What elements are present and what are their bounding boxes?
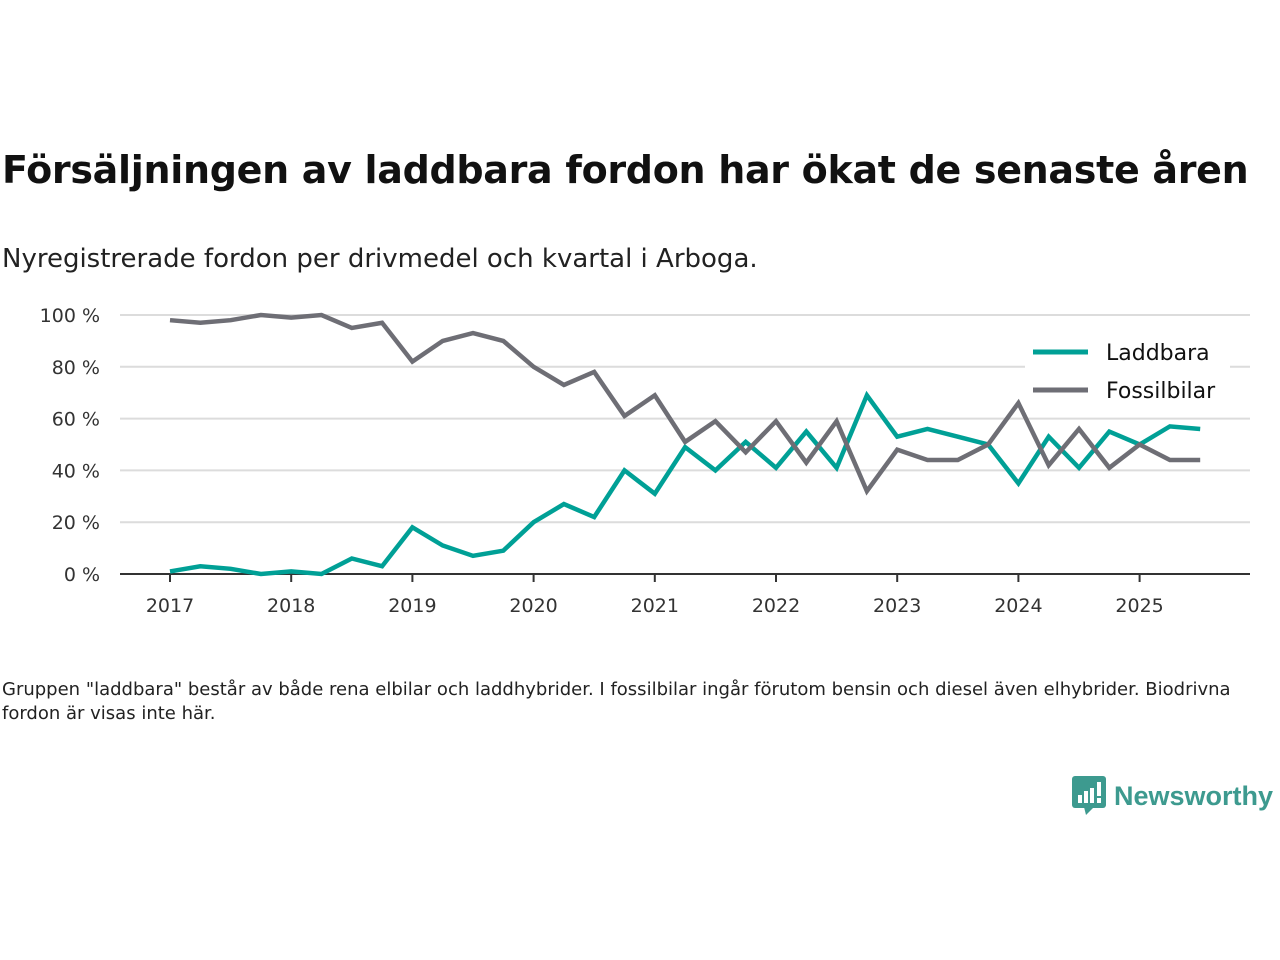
legend: Laddbara Fossilbilar [1025, 336, 1230, 412]
y-tick-label: 40 % [52, 460, 100, 482]
y-tick-label: 100 % [40, 305, 100, 327]
legend-label-laddbara: Laddbara [1106, 341, 1210, 366]
chart-subtitle: Nyregistrerade fordon per drivmedel och … [2, 244, 758, 274]
x-axis: 2017 2018 2019 2020 2021 2022 2023 2024 2025 [120, 573, 1250, 617]
newsworthy-logo-icon [1072, 776, 1106, 815]
legend-label-fossilbilar: Fossilbilar [1106, 379, 1216, 404]
x-tick-label: 2017 [146, 595, 194, 617]
footnote: Gruppen "laddbara" består av både rena e… [2, 679, 1231, 724]
chart-title: Försäljningen av laddbara fordon har öka… [2, 148, 1249, 192]
line-chart: 0 % 20 % 40 % 60 % 80 % 100 % 2017 2018 2019 202… [40, 305, 1250, 617]
x-tick-label: 2022 [752, 595, 800, 617]
x-tick-label: 2025 [1115, 595, 1163, 617]
x-tick-label: 2023 [873, 595, 921, 617]
series-lines [169, 312, 1201, 577]
x-tick-label: 2021 [631, 595, 679, 617]
series-line-laddbara [169, 390, 1201, 577]
x-tick-label: 2018 [267, 595, 315, 617]
y-tick-label: 60 % [52, 409, 100, 431]
y-axis: 0 % 20 % 40 % 60 % 80 % 100 % [40, 305, 100, 586]
x-tick-label: 2024 [994, 595, 1042, 617]
logo-text: Newsworthy [1114, 780, 1274, 811]
newsworthy-logo[interactable]: Newsworthy [1072, 776, 1273, 816]
x-tick-label: 2019 [388, 595, 436, 617]
y-tick-label: 80 % [52, 357, 100, 379]
y-tick-label: 0 % [64, 564, 100, 586]
y-tick-label: 20 % [52, 512, 100, 534]
x-tick-label: 2020 [509, 595, 557, 617]
legend-background [1025, 336, 1230, 412]
